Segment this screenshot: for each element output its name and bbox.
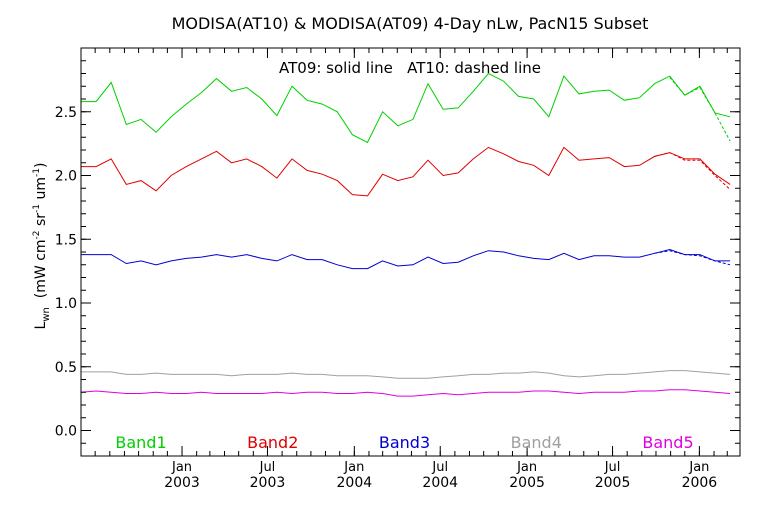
x-tick-year-label: 2003 [250, 475, 286, 491]
ylabel-mid2: um [33, 177, 49, 204]
x-tick-year-label: 2004 [337, 475, 373, 491]
band-label-band3: Band3 [379, 433, 430, 452]
series-line-band4 [81, 370, 731, 379]
x-tick-month-label: Jan [688, 460, 709, 475]
x-tick-month-label: Jan [171, 460, 192, 475]
y-tick-label: 1.5 [55, 232, 77, 248]
ylabel-subscript: wn [41, 307, 52, 322]
ylabel-exp1: -2 [32, 230, 42, 239]
x-tick-month-label: Jan [516, 460, 537, 475]
x-tick-year-label: 2005 [509, 475, 545, 491]
ylabel-units: (mW cm [33, 239, 49, 298]
x-tick-month-label: Jan [343, 460, 364, 475]
series-line-band5 [80, 389, 731, 397]
y-tick-label: 0.5 [55, 360, 77, 376]
y-tick-label: 2.5 [55, 105, 77, 121]
plot-frame [80, 47, 741, 457]
band-label-band4: Band4 [511, 433, 562, 452]
ylabel-exp3: -1 [32, 168, 42, 177]
series-line-band3 [81, 248, 731, 270]
x-tick-month-label: Jul [604, 460, 621, 475]
ylabel-end: ) [33, 163, 49, 168]
x-tick-year-label: 2003 [164, 475, 200, 491]
band-label-band2: Band2 [247, 433, 298, 452]
y-axis: 0.0 0.5 1.0 1.5 2.0 2.5 [55, 60, 740, 444]
ylabel-exp2: -1 [32, 204, 42, 213]
series-dashed-band2 [654, 152, 731, 190]
ylabel-mid: sr [33, 213, 49, 231]
chart-annotation: AT09: solid line AT10: dashed line [279, 59, 541, 77]
series-line-band1 [81, 72, 731, 144]
x-tick-year-label: 2006 [682, 475, 718, 491]
y-tick-label: 0.0 [55, 424, 77, 440]
series-group [80, 72, 731, 397]
y-tick-label: 1.0 [55, 296, 77, 312]
ylabel-symbol: L [33, 321, 49, 329]
x-tick-month-label: Jul [259, 460, 276, 475]
x-tick-month-label: Jul [431, 460, 448, 475]
series-dashed-band3 [654, 250, 731, 266]
chart-title: MODISA(AT10) & MODISA(AT09) 4-Day nLw, P… [172, 14, 649, 33]
x-tick-year-label: 2005 [595, 475, 631, 491]
series-line-band2 [81, 146, 731, 197]
band-labels: Band1 Band2 Band3 Band4 Band5 [115, 433, 693, 452]
x-axis: Jan2003Jul2003Jan2004Jul2004Jan2005Jul20… [94, 48, 728, 491]
band-label-band5: Band5 [642, 433, 693, 452]
y-tick-label: 2.0 [55, 169, 77, 185]
series-dashed-band1 [669, 76, 731, 142]
band-label-band1: Band1 [115, 433, 166, 452]
x-tick-year-label: 2004 [422, 475, 458, 491]
y-axis-label: Lwn (mW cm-2 sr-1 um-1) [32, 163, 52, 330]
y-axis-label-text: Lwn (mW cm-2 sr-1 um-1) [32, 163, 52, 330]
